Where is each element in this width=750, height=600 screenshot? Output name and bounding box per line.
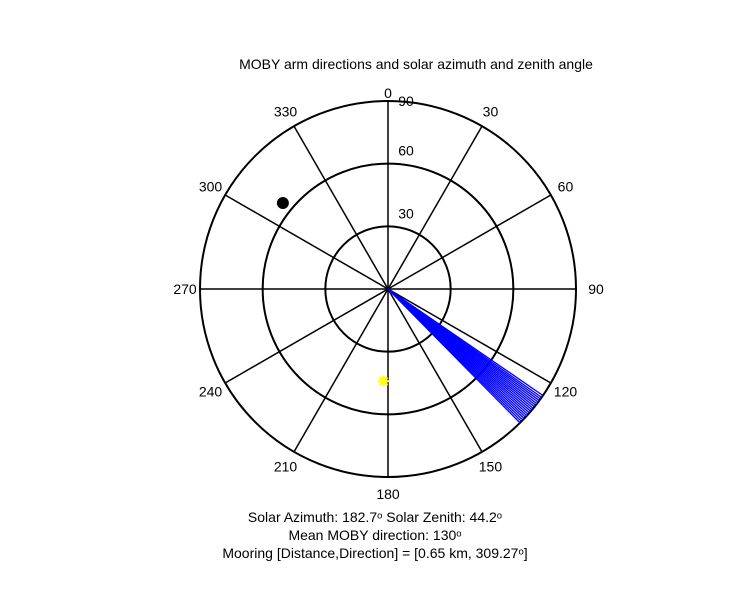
spoke-330 (293, 125, 389, 290)
spoke-240 (224, 288, 389, 384)
radial-label-90: 90 (398, 93, 414, 109)
tick-labels: 0 30 60 90 120 150 180 210 240 270 300 330 30 60 90 (173, 85, 604, 502)
angle-label-210: 210 (274, 458, 298, 474)
angle-label-90: 90 (588, 281, 604, 297)
polar-grid (199, 100, 577, 478)
arm-direction-line (387, 288, 521, 424)
caption-mooring: Mooring [Distance,Direction] = [0.65 km,… (222, 545, 528, 561)
mooring-marker (276, 197, 289, 210)
angle-label-240: 240 (199, 383, 223, 399)
angle-label-270: 270 (173, 281, 197, 297)
angle-label-60: 60 (558, 179, 574, 195)
angle-label-120: 120 (554, 383, 578, 399)
sun-marker-stroke (378, 376, 389, 386)
angle-label-330: 330 (274, 104, 298, 120)
spoke-60 (387, 194, 552, 290)
caption-mean-direction: Mean MOBY direction: 130ᵒ (288, 527, 462, 543)
spoke-150 (387, 288, 483, 453)
angle-label-30: 30 (483, 104, 499, 120)
markers (276, 197, 390, 387)
sun-marker (378, 375, 390, 387)
radial-label-30: 30 (398, 205, 414, 221)
angle-label-300: 300 (199, 179, 223, 195)
caption-solar: Solar Azimuth: 182.7ᵒ Solar Zenith: 44.2… (247, 509, 503, 525)
arm-direction-series (387, 288, 544, 424)
angle-label-150: 150 (479, 458, 503, 474)
angle-label-180: 180 (376, 486, 400, 502)
spoke-30 (387, 125, 483, 290)
chart-title: MOBY arm directions and solar azimuth an… (239, 56, 593, 72)
spoke-300 (224, 194, 389, 290)
angle-label-0: 0 (384, 85, 392, 101)
spoke-120 (387, 288, 552, 384)
spoke-210 (293, 288, 389, 453)
radial-label-60: 60 (398, 143, 414, 159)
